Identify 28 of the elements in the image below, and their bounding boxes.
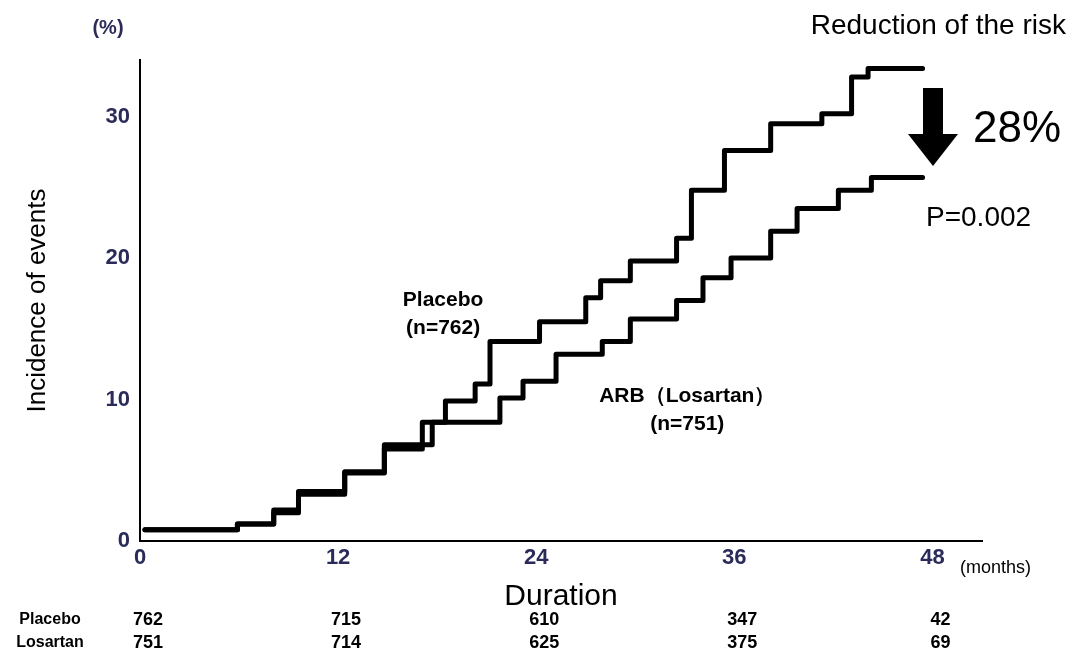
y-tick-label: 0 <box>117 527 130 553</box>
text: (months) <box>960 556 1032 577</box>
text: 42 <box>930 608 951 629</box>
annotation: P=0.002 <box>926 200 1032 232</box>
text: Losartan <box>16 633 84 651</box>
y-axis-title: Incidence of events <box>20 188 51 413</box>
y-tick-label: 20 <box>105 244 130 270</box>
x-tick-label: 0 <box>133 544 147 570</box>
text: 625 <box>529 631 560 652</box>
text: 347 <box>727 608 758 629</box>
text: Placebo <box>19 610 81 628</box>
x-tick-label: 36 <box>722 544 747 570</box>
x-tick-label: 12 <box>325 544 351 570</box>
annotation: 28% <box>973 102 1062 152</box>
text: 715 <box>331 608 362 629</box>
series-label: Placebo (n=762) <box>402 287 484 339</box>
text: (%) <box>92 15 124 38</box>
y-tick-label: 10 <box>105 385 130 411</box>
text: 714 <box>331 631 362 652</box>
y-tick-label: 30 <box>105 102 130 128</box>
x-tick-label: 24 <box>523 544 550 570</box>
x-tick-label: 48 <box>920 544 945 570</box>
text: 751 <box>132 631 164 652</box>
text: Reduction of the risk <box>810 8 1067 40</box>
series-label: ARB（Losartan） (n=751) <box>599 383 776 435</box>
text: 69 <box>930 631 951 652</box>
text: 762 <box>132 608 164 629</box>
text: 375 <box>727 631 758 652</box>
